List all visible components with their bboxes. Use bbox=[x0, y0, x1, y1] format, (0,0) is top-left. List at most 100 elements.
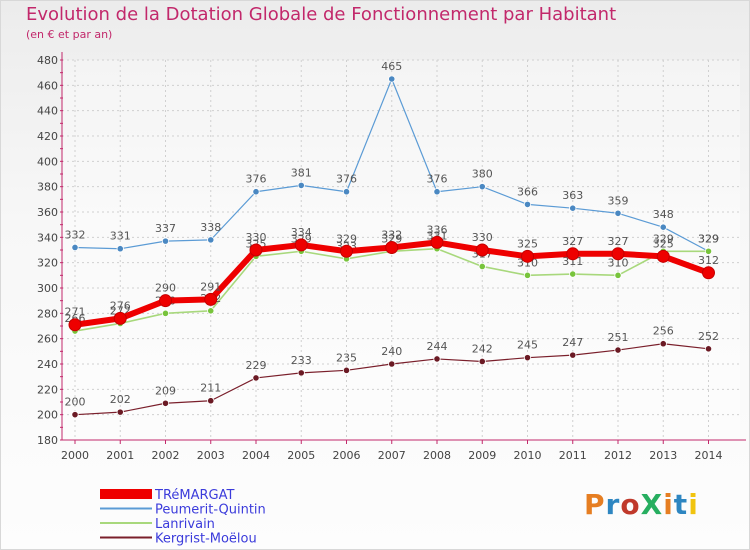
data-point-tremargat bbox=[475, 243, 489, 257]
data-point-kergrist-moelou bbox=[704, 345, 713, 353]
data-point-kergrist-moelou bbox=[342, 366, 351, 374]
data-point-tremargat bbox=[68, 318, 82, 332]
data-point-peumerit-quintin bbox=[569, 204, 577, 212]
y-tick-label: 220 bbox=[37, 383, 58, 396]
data-label-peumerit-quintin: 338 bbox=[200, 221, 221, 234]
data-point-peumerit-quintin bbox=[116, 245, 124, 253]
y-tick-label: 480 bbox=[37, 54, 58, 67]
logo-letter: i bbox=[663, 488, 674, 521]
logo-letter: P bbox=[584, 488, 606, 521]
y-tick-label: 260 bbox=[37, 333, 58, 346]
data-label-kergrist-moelou: 252 bbox=[698, 330, 719, 343]
data-label-tremargat: 276 bbox=[110, 299, 131, 312]
y-tick-label: 340 bbox=[37, 231, 58, 244]
x-tick-label: 2010 bbox=[514, 449, 542, 462]
x-tick-label: 2012 bbox=[604, 449, 632, 462]
data-label-kergrist-moelou: 200 bbox=[65, 396, 86, 409]
data-point-kergrist-moelou bbox=[614, 346, 622, 354]
data-label-peumerit-quintin: 329 bbox=[698, 232, 719, 245]
data-point-kergrist-moelou bbox=[116, 408, 124, 416]
data-label-peumerit-quintin: 359 bbox=[608, 194, 629, 207]
x-tick-label: 2013 bbox=[649, 449, 677, 462]
data-label-peumerit-quintin: 348 bbox=[653, 208, 674, 221]
data-point-lanrivain bbox=[704, 247, 713, 255]
data-point-peumerit-quintin bbox=[614, 209, 622, 217]
y-tick-label: 360 bbox=[37, 206, 58, 219]
data-label-kergrist-moelou: 202 bbox=[110, 393, 131, 406]
data-label-kergrist-moelou: 209 bbox=[155, 384, 176, 397]
x-tick-label: 2003 bbox=[197, 449, 225, 462]
x-tick-label: 2000 bbox=[61, 449, 89, 462]
data-point-peumerit-quintin bbox=[478, 183, 486, 191]
data-point-kergrist-moelou bbox=[659, 340, 667, 348]
data-point-peumerit-quintin bbox=[388, 75, 396, 83]
data-point-kergrist-moelou bbox=[297, 369, 305, 377]
data-label-peumerit-quintin: 381 bbox=[291, 166, 312, 179]
x-tick-label: 2014 bbox=[695, 449, 723, 462]
data-label-kergrist-moelou: 244 bbox=[427, 340, 448, 353]
x-tick-label: 2005 bbox=[287, 449, 315, 462]
data-point-tremargat bbox=[611, 247, 625, 261]
logo-letter: t bbox=[673, 488, 689, 521]
data-label-peumerit-quintin: 376 bbox=[246, 173, 267, 186]
data-label-lanrivain: 310 bbox=[608, 256, 629, 269]
data-point-peumerit-quintin bbox=[659, 223, 667, 231]
data-point-lanrivain bbox=[161, 309, 170, 317]
data-label-kergrist-moelou: 233 bbox=[291, 354, 312, 367]
data-point-peumerit-quintin bbox=[433, 188, 441, 196]
data-label-peumerit-quintin: 380 bbox=[472, 168, 493, 181]
data-point-tremargat bbox=[294, 238, 308, 252]
x-tick-label: 2011 bbox=[559, 449, 587, 462]
data-point-tremargat bbox=[566, 247, 580, 261]
data-point-tremargat bbox=[656, 249, 670, 263]
data-point-peumerit-quintin bbox=[252, 188, 260, 196]
data-point-peumerit-quintin bbox=[207, 236, 215, 244]
data-point-lanrivain bbox=[478, 262, 486, 271]
data-label-lanrivain: 329 bbox=[653, 232, 674, 245]
data-label-lanrivain: 329 bbox=[381, 232, 402, 245]
logo-letter: r bbox=[605, 488, 621, 521]
logo-letter: i bbox=[688, 488, 699, 521]
x-tick-label: 2001 bbox=[106, 449, 134, 462]
data-label-kergrist-moelou: 242 bbox=[472, 342, 493, 355]
data-point-lanrivain bbox=[523, 271, 532, 279]
data-label-tremargat: 271 bbox=[65, 306, 86, 319]
legend-label: Peumerit-Quintin bbox=[155, 503, 266, 518]
chart-title: Evolution de la Dotation Globale de Fonc… bbox=[26, 4, 617, 25]
proxiti-logo: ProXiti bbox=[584, 488, 699, 521]
data-point-lanrivain bbox=[614, 271, 622, 279]
data-point-tremargat bbox=[159, 294, 172, 308]
data-point-kergrist-moelou bbox=[207, 397, 215, 405]
y-tick-label: 440 bbox=[37, 105, 58, 118]
data-label-peumerit-quintin: 332 bbox=[65, 228, 86, 241]
data-label-kergrist-moelou: 256 bbox=[653, 325, 674, 338]
logo-letter: X bbox=[640, 488, 664, 521]
data-label-tremargat: 336 bbox=[427, 223, 448, 236]
data-label-peumerit-quintin: 366 bbox=[517, 185, 538, 198]
data-point-tremargat bbox=[204, 292, 218, 306]
data-label-lanrivain: 311 bbox=[562, 255, 583, 268]
data-label-tremargat: 325 bbox=[653, 237, 674, 250]
y-tick-label: 180 bbox=[37, 434, 58, 447]
data-point-tremargat bbox=[385, 240, 399, 254]
data-point-peumerit-quintin bbox=[161, 237, 170, 245]
legend-label: Lanrivain bbox=[155, 517, 215, 532]
data-label-tremargat: 290 bbox=[155, 282, 176, 295]
x-tick-label: 2007 bbox=[378, 449, 406, 462]
x-tick-label: 2002 bbox=[152, 449, 180, 462]
y-tick-label: 380 bbox=[37, 181, 58, 194]
data-label-tremargat: 325 bbox=[517, 237, 538, 250]
data-point-peumerit-quintin bbox=[523, 200, 532, 208]
data-point-peumerit-quintin bbox=[71, 243, 79, 252]
y-tick-label: 300 bbox=[37, 282, 58, 295]
data-label-tremargat: 329 bbox=[336, 232, 357, 245]
data-point-tremargat bbox=[521, 249, 534, 263]
data-label-tremargat: 312 bbox=[698, 254, 719, 267]
logo-letter: o bbox=[620, 488, 641, 521]
data-point-lanrivain bbox=[207, 307, 215, 315]
data-label-peumerit-quintin: 331 bbox=[110, 230, 131, 243]
data-label-kergrist-moelou: 245 bbox=[517, 339, 538, 352]
y-tick-label: 200 bbox=[37, 409, 58, 422]
